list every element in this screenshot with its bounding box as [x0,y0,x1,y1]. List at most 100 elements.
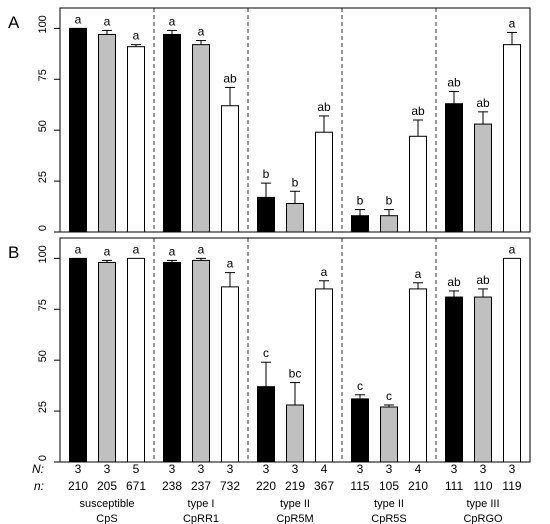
group-type-label: susceptible [79,498,134,510]
bar [98,261,116,463]
panel-label: A [8,13,20,32]
bar [445,296,463,463]
significance-letter: c [357,379,363,393]
significance-letter: c [263,346,269,360]
sample-n-value: 210 [408,479,428,493]
panel-b: B 0 25 50 75 100 a a a a a a c bc a c c a ab ab a [8,237,531,463]
y-tick-label: 25 [37,401,49,413]
bar [503,257,521,463]
sample-n-value: 219 [285,479,305,493]
significance-letter: a [75,12,82,26]
significance-letter: a [133,242,140,256]
significance-letter: a [104,14,111,28]
sample-n-value: 110 [473,479,492,493]
significance-letter: a [198,25,205,39]
bar [221,286,239,463]
significance-letter: a [169,14,176,28]
sample-n-value: 205 [97,479,117,493]
bar [315,288,333,463]
sample-N-value: 3 [263,462,270,476]
sample-N-value: 4 [321,462,328,476]
significance-letter: b [292,175,299,189]
sample-N-value: 3 [509,462,516,476]
group-type-label: type II [374,498,404,510]
significance-letter: ab [447,75,461,89]
bar [127,46,145,233]
significance-letter: a [169,244,176,258]
group-name-label: CpS [96,513,117,524]
y-tick-label: 50 [37,120,49,132]
group-name-label: CpRR1 [183,513,219,524]
y-tick-label: 100 [37,245,49,263]
sample-N-value: 3 [480,462,487,476]
significance-letter: bc [289,367,302,381]
sample-n-value: 210 [68,479,88,493]
sample-N-value: 3 [169,462,176,476]
significance-letter: a [509,16,516,30]
significance-letter: ab [317,100,331,114]
y-tick-label: 100 [37,15,49,33]
sample-N-value: 3 [198,462,205,476]
y-tick-label: 25 [37,171,49,183]
row-label-n: n: [34,479,44,493]
bar [380,406,398,463]
bar [192,44,210,233]
bar [315,131,333,233]
bar [380,215,398,233]
significance-letter: ab [411,104,425,118]
significance-letter: c [386,389,392,403]
sample-n-value: 671 [126,479,146,493]
significance-letter: a [227,257,234,271]
sample-N-value: 3 [451,462,458,476]
panels: A 0 25 50 75 100 a a a a a ab b b ab b b ab ab ab a B 0 25 50 75 1… [8,7,531,463]
bar [409,135,427,233]
significance-letter: ab [476,96,490,110]
significance-letter: a [415,267,422,281]
sample-n-value: 237 [191,479,211,493]
group-type-label: type II [280,498,310,510]
row-label-N: N: [32,462,44,476]
panel-a: A 0 25 50 75 100 a a a a a ab b b ab b b ab ab ab a [8,7,531,233]
sample-size-footer: N: n: 3 210 3 205 5 671 susceptible CpS 3 238 3 237 3 7… [32,462,522,524]
bar [192,259,210,463]
sample-n-value: 238 [162,479,182,493]
group-name-label: CpRGO [463,513,503,524]
sample-n-value: 220 [256,479,276,493]
sample-N-value: 3 [357,462,364,476]
sample-N-value: 3 [292,462,299,476]
significance-letter: a [509,242,516,256]
bar [351,215,369,233]
significance-letter: a [75,242,82,256]
bar [286,202,304,233]
sample-N-value: 3 [104,462,111,476]
bar [221,105,239,233]
bar [69,27,87,233]
panel-label: B [8,243,19,262]
significance-letter: a [104,244,111,258]
y-tick-label: 0 [37,455,49,461]
sample-n-value: 105 [379,479,399,493]
bar [163,33,181,233]
significance-letter: a [133,29,140,43]
significance-letter: a [198,242,205,256]
bar [445,103,463,233]
bar [351,398,369,463]
y-tick-label: 75 [37,69,49,81]
sample-N-value: 4 [415,462,422,476]
bar [98,33,116,233]
significance-letter: ab [447,275,461,289]
bar [286,404,304,463]
group-type-label: type I [188,498,215,510]
bar [69,257,87,463]
sample-N-value: 3 [227,462,234,476]
bar [474,123,492,233]
group-type-label: type III [466,498,499,510]
sample-n-value: 111 [445,479,464,493]
sample-n-value: 367 [314,479,334,493]
y-tick-label: 75 [37,299,49,311]
bar [127,257,145,463]
bar [257,386,275,463]
significance-letter: b [263,167,270,181]
significance-letter: b [357,194,364,208]
